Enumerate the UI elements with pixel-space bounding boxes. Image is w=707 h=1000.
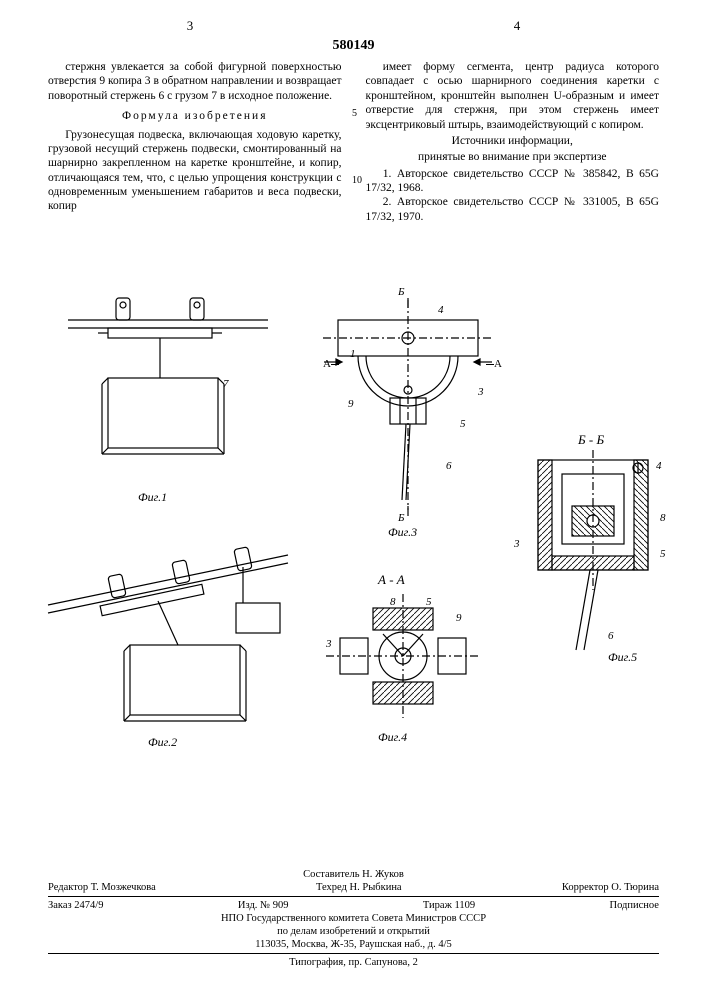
page-number-right: 4 xyxy=(507,18,527,34)
sources-heading-1: Источники информации, xyxy=(366,134,660,148)
callout-3-fig5: 3 xyxy=(514,538,520,550)
callout-A-right: А xyxy=(486,358,502,370)
callout-5-fig3: 5 xyxy=(460,418,466,430)
callout-4-fig3: 4 xyxy=(438,304,444,316)
org1: НПО Государственного комитета Совета Мин… xyxy=(48,913,659,924)
text-columns: стержня увлекается за собой фигурной пов… xyxy=(48,60,659,224)
callout-9-fig4: 9 xyxy=(456,612,462,624)
figures-area: 7 Фиг.1 Фиг.2 xyxy=(48,290,659,880)
fig5-label: Фиг.5 xyxy=(608,650,637,665)
footer-rule-1 xyxy=(48,896,659,897)
section-aa-title: А - А xyxy=(378,572,405,588)
callout-6-fig5: 6 xyxy=(608,630,614,642)
ref1: 1. Авторское свидетельство СССР № 385842… xyxy=(366,167,660,196)
doc-number: 580149 xyxy=(0,38,707,54)
callout-7-fig1: 7 xyxy=(223,378,229,390)
podpisnoe: Подписное xyxy=(610,900,659,911)
col2-para1: имеет форму сегмента, центр радиуса кото… xyxy=(366,60,660,132)
callout-6-fig3: 6 xyxy=(446,460,452,472)
tech: Техред Н. Рыбкина xyxy=(316,882,402,893)
izd: Изд. № 909 xyxy=(238,900,289,911)
callout-8-fig5: 8 xyxy=(660,512,666,524)
col1-para1: стержня увлекается за собой фигурной пов… xyxy=(48,60,342,103)
corrector: Корректор О. Тюрина xyxy=(562,882,659,893)
callout-3-fig3: 3 xyxy=(478,386,484,398)
callout-B-bottom: Б xyxy=(398,512,405,524)
callout-B-top: Б xyxy=(398,286,405,298)
tirazh: Тираж 1109 xyxy=(423,900,475,911)
order: Заказ 2474/9 xyxy=(48,900,103,911)
ref2: 2. Авторское свидетельство СССР № 331005… xyxy=(366,195,660,224)
formula-heading: Формула изобретения xyxy=(48,109,342,123)
typo: Типография, пр. Сапунова, 2 xyxy=(48,957,659,968)
figure-4 xyxy=(318,590,488,730)
figure-5 xyxy=(518,450,678,660)
callout-5-fig4: 5 xyxy=(426,596,432,608)
page-number-left: 3 xyxy=(180,18,200,34)
section-bb-title: Б - Б xyxy=(578,432,604,448)
callout-9-fig3: 9 xyxy=(348,398,354,410)
credits-row-2: Заказ 2474/9 Изд. № 909 Тираж 1109 Подпи… xyxy=(48,900,659,911)
addr: 113035, Москва, Ж-35, Раушская наб., д. … xyxy=(48,939,659,950)
callout-A-left: А xyxy=(323,358,339,370)
credits-row-1: Редактор Т. Мозжечкова Техред Н. Рыбкина… xyxy=(48,882,659,893)
fig3-label: Фиг.3 xyxy=(388,525,417,540)
col1-para2: Грузонесущая подвеска, включающая ходову… xyxy=(48,128,342,214)
figure-1 xyxy=(68,290,268,490)
figure-2 xyxy=(48,535,288,735)
column-right: имеет форму сегмента, центр радиуса кото… xyxy=(366,60,660,224)
fig2-label: Фиг.2 xyxy=(148,735,177,750)
figure-3 xyxy=(318,290,498,520)
footer-rule-2 xyxy=(48,953,659,954)
compiler-line: Составитель Н. Жуков xyxy=(48,869,659,880)
callout-3-fig4: 3 xyxy=(326,638,332,650)
sources-heading-2: принятые во внимание при экспертизе xyxy=(366,150,660,164)
org2: по делам изобретений и открытий xyxy=(48,926,659,937)
callout-4-fig5: 4 xyxy=(656,460,662,472)
callout-1-fig3: 1 xyxy=(350,348,356,360)
column-left: стержня увлекается за собой фигурной пов… xyxy=(48,60,342,224)
footer-block: Составитель Н. Жуков Редактор Т. Мозжечк… xyxy=(48,867,659,970)
callout-5-fig5: 5 xyxy=(660,548,666,560)
fig4-label: Фиг.4 xyxy=(378,730,407,745)
editor: Редактор Т. Мозжечкова xyxy=(48,882,156,893)
fig1-label: Фиг.1 xyxy=(138,490,167,505)
callout-8-fig4: 8 xyxy=(390,596,396,608)
